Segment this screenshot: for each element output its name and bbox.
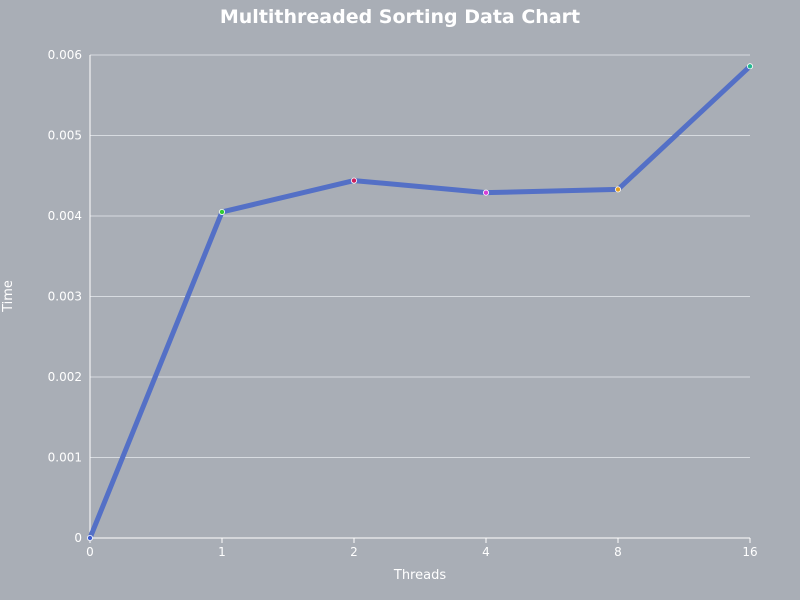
x-tick-label: 1 (218, 545, 226, 559)
axes (89, 55, 751, 543)
y-tick-label: 0.006 (48, 48, 82, 62)
y-tick-label: 0.002 (48, 370, 82, 384)
gridlines (90, 54, 750, 458)
data-point[interactable] (615, 186, 622, 193)
series-line (87, 63, 753, 541)
data-point[interactable] (218, 208, 225, 215)
y-tick-label: 0 (74, 531, 82, 545)
x-tick-label: 16 (742, 545, 757, 559)
y-tick-label: 0.005 (48, 129, 82, 143)
x-tick-label: 4 (482, 545, 490, 559)
data-point[interactable] (747, 63, 754, 70)
series (87, 63, 754, 542)
data-point[interactable] (482, 189, 489, 196)
chart-title: Multithreaded Sorting Data Chart (220, 6, 580, 28)
y-tick-label: 0.004 (48, 209, 82, 223)
data-point[interactable] (350, 177, 357, 184)
y-axis-label: Time (1, 280, 16, 313)
y-tick-label: 0.001 (48, 451, 82, 465)
x-tick-label: 2 (350, 545, 358, 559)
tick-labels: 0 0.001 0.002 0.003 0.004 0.005 0.006 0 1 2 4 8 16 (48, 48, 758, 559)
x-axis-label: Threads (393, 568, 446, 583)
y-tick-label: 0.003 (48, 290, 82, 304)
data-point[interactable] (87, 535, 94, 542)
x-tick-label: 8 (614, 545, 622, 559)
x-tick-label: 0 (86, 545, 94, 559)
